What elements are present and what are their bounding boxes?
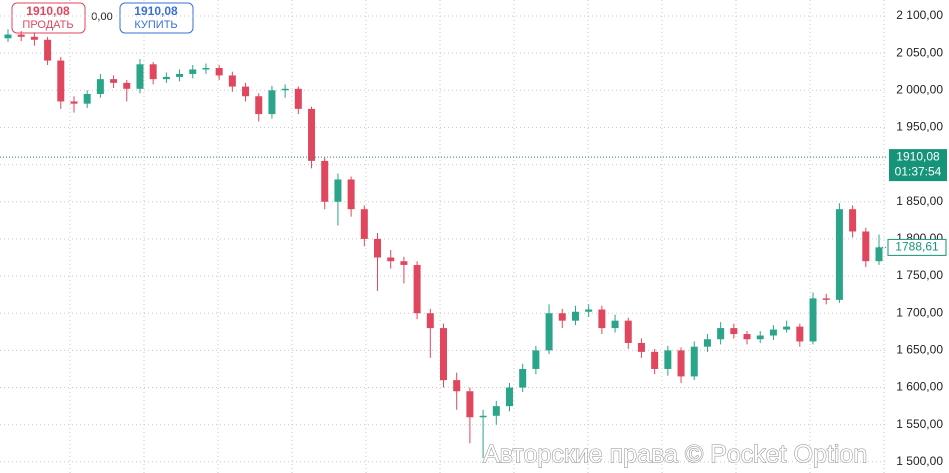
candle-body <box>822 298 830 300</box>
candle-body <box>466 391 474 418</box>
candle-body <box>4 34 12 39</box>
candle-body <box>664 350 672 369</box>
candle-body <box>242 86 250 97</box>
candle-body <box>545 313 553 351</box>
candle-body <box>321 160 329 202</box>
y-tick-label: 1 850,00 <box>896 194 943 208</box>
current-price-timer: 01:37:54 <box>895 164 942 178</box>
y-tick-label: 1 500,00 <box>896 454 943 468</box>
sell-price[interactable]: 1910,08 <box>26 4 70 18</box>
y-tick-label: 2 100,00 <box>896 8 943 22</box>
candle-body <box>532 350 540 369</box>
candle-body <box>783 326 791 330</box>
sell-label[interactable]: ПРОДАТЬ <box>22 19 73 31</box>
candle-body <box>624 320 632 343</box>
candle-body <box>743 334 751 340</box>
candle-body <box>677 350 685 377</box>
candle-body <box>374 238 382 258</box>
candle-body <box>611 320 619 329</box>
candle-body <box>717 328 725 340</box>
candle-body <box>96 79 104 95</box>
candle-body <box>268 90 276 115</box>
current-price-box <box>889 149 947 182</box>
candle-body <box>862 231 870 262</box>
candle-body <box>756 335 764 340</box>
candle-body <box>796 326 804 342</box>
buy-button[interactable]: 1910,08 КУПИТЬ <box>119 2 194 34</box>
sell-box[interactable] <box>11 2 86 34</box>
candle-body <box>492 406 500 416</box>
candle-body <box>598 309 606 329</box>
candle-body <box>17 34 25 37</box>
candle-body <box>453 380 461 392</box>
candle-body <box>136 64 144 89</box>
current-price-label: 1910,08 <box>896 149 940 163</box>
candle-body <box>809 298 817 342</box>
candle-body <box>202 67 210 70</box>
candle-body <box>123 82 131 89</box>
candle-body <box>637 342 645 352</box>
candle-body <box>505 387 513 407</box>
candle-body <box>400 261 408 265</box>
spread: 0,00 <box>91 11 112 23</box>
last-price-label: 1788,61 <box>895 240 939 254</box>
candle-body <box>769 329 777 336</box>
candle-body <box>57 60 65 102</box>
candle-body <box>189 69 197 74</box>
y-tick-label: 1 550,00 <box>896 417 943 431</box>
candle-body <box>255 96 263 115</box>
candle-body <box>835 209 843 300</box>
candle-body <box>149 64 157 80</box>
candle-body <box>360 209 368 239</box>
candle-body <box>479 415 487 418</box>
candle-body <box>585 309 593 312</box>
buy-price[interactable]: 1910,08 <box>134 4 178 18</box>
candle-body <box>70 101 78 104</box>
sell-button[interactable]: 1910,08 ПРОДАТЬ <box>11 2 86 34</box>
y-tick-label: 1 750,00 <box>896 268 943 282</box>
buy-box[interactable] <box>119 2 194 34</box>
candle-body <box>228 75 236 87</box>
candle-body <box>703 339 711 347</box>
y-tick-label: 1 650,00 <box>896 343 943 357</box>
candle-body <box>730 328 738 335</box>
candle-body <box>651 351 659 369</box>
y-tick-label: 2 000,00 <box>896 82 943 96</box>
candle-body <box>849 209 857 232</box>
y-tick-label: 1 950,00 <box>896 120 943 134</box>
candle-body <box>426 313 434 329</box>
candle-body <box>281 88 289 91</box>
buy-label[interactable]: КУПИТЬ <box>134 19 177 31</box>
candle-body <box>440 328 447 381</box>
candle-body <box>334 179 342 202</box>
candle-body <box>571 311 579 321</box>
candle-body <box>519 368 527 388</box>
candle-body <box>83 94 91 104</box>
candle-body <box>387 257 395 262</box>
y-tick-label: 1 700,00 <box>896 305 943 319</box>
candle-body <box>558 313 566 321</box>
candle-body <box>875 247 883 262</box>
candle-body <box>347 179 355 210</box>
candle-body <box>110 79 118 83</box>
y-tick-label: 1 600,00 <box>896 380 943 394</box>
candle-body <box>413 264 421 314</box>
y-tick-label: 2 050,00 <box>896 45 943 59</box>
candle-body <box>44 39 52 61</box>
candle-body <box>294 88 302 109</box>
candle-body <box>215 67 223 76</box>
candle-body <box>162 76 170 80</box>
last-price-box <box>887 238 947 256</box>
candle-body <box>30 36 38 40</box>
watermark: Авторские права © Pocket Option <box>483 441 867 469</box>
candle-body <box>308 108 316 161</box>
candle-body <box>690 346 698 377</box>
vertical-grid <box>69 0 885 473</box>
candle-body <box>176 73 184 77</box>
